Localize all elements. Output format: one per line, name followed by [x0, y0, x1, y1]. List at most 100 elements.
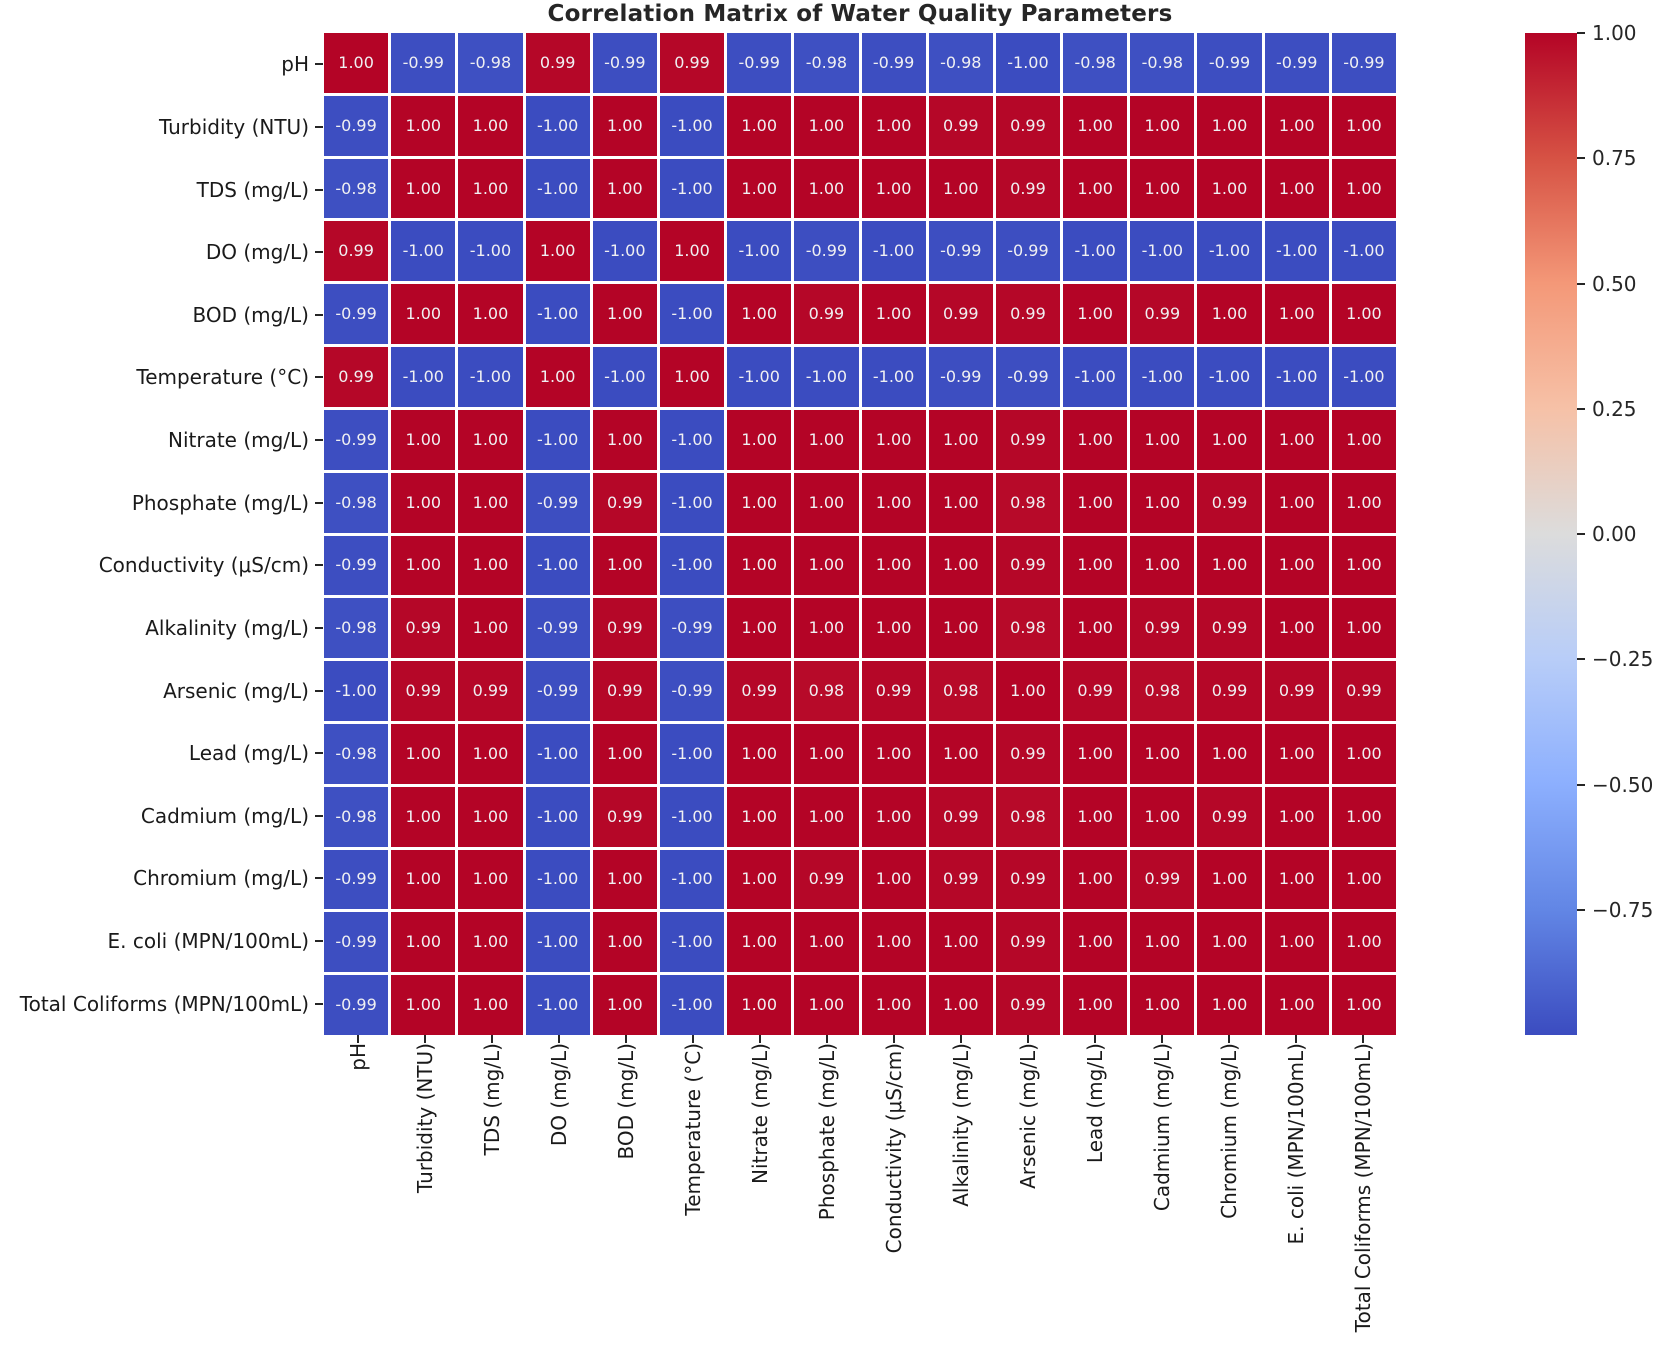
heatmap-cell: 1.00	[1264, 472, 1329, 533]
heatmap-cell: 1.00	[592, 409, 657, 470]
heatmap-cell: 1.00	[592, 849, 657, 910]
heatmap-cell: -1.00	[391, 347, 456, 407]
heatmap-cell: 1.00	[1197, 535, 1262, 596]
heatmap-cell: 1.00	[861, 158, 926, 219]
heatmap-cell: 1.00	[861, 786, 926, 847]
heatmap-cell: 1.00	[1197, 95, 1262, 156]
heatmap-cell: -0.99	[391, 33, 456, 93]
heatmap-cell: 1.00	[391, 95, 456, 156]
y-tick-mark	[315, 626, 323, 629]
heatmap-cell: -0.99	[995, 347, 1061, 407]
x-tick-mark	[959, 1035, 962, 1043]
heatmap-cell: 0.99	[995, 409, 1061, 470]
x-axis-label: Nitrate (mg/L)	[747, 1043, 772, 1185]
heatmap-cell: -0.99	[525, 661, 590, 721]
heatmap-cell: 1.00	[928, 598, 993, 659]
heatmap-cell: -0.99	[659, 661, 725, 721]
heatmap-cell: -1.00	[525, 284, 590, 345]
heatmap-cell: -0.98	[324, 786, 389, 847]
heatmap-cell: 0.98	[995, 786, 1061, 847]
heatmap-cell: 1.00	[727, 535, 792, 596]
heatmap-cell: -0.99	[1197, 33, 1262, 93]
heatmap-cell: 1.00	[391, 912, 456, 973]
heatmap-cell: 1.00	[1331, 723, 1396, 784]
heatmap-cell: -0.99	[324, 535, 389, 596]
heatmap-cell: 1.00	[727, 723, 792, 784]
y-axis-label: Arsenic (mg/L)	[163, 678, 309, 703]
heatmap-cell: 1.00	[794, 723, 859, 784]
heatmap-cell: 0.99	[1130, 849, 1195, 910]
heatmap-cell: 0.99	[391, 598, 456, 659]
heatmap-cell: 1.00	[794, 535, 859, 596]
heatmap-cell: 0.98	[794, 661, 859, 721]
x-axis-label: Turbidity (NTU)	[412, 1043, 437, 1194]
heatmap-cell: 0.99	[1331, 661, 1396, 721]
heatmap-cell: -1.00	[391, 221, 456, 282]
heatmap-cell: 0.99	[928, 786, 993, 847]
heatmap-cell: -0.99	[928, 221, 993, 282]
heatmap-cell: 1.00	[1197, 849, 1262, 910]
heatmap-cell: 0.99	[928, 284, 993, 345]
y-tick-mark	[315, 501, 323, 504]
x-tick-mark	[1160, 1035, 1163, 1043]
y-tick-mark	[315, 689, 323, 692]
heatmap-cell: 1.00	[458, 723, 523, 784]
heatmap-cell: 1.00	[659, 221, 725, 282]
heatmap-cell: 1.00	[592, 95, 657, 156]
heatmap-cell: -1.00	[794, 347, 859, 407]
heatmap-cell: 1.00	[1331, 284, 1396, 345]
heatmap-cell: 1.00	[324, 33, 389, 93]
heatmap-cell: 1.00	[458, 975, 523, 1035]
heatmap-cell: -1.00	[727, 221, 792, 282]
heatmap-cell: 1.00	[458, 535, 523, 596]
heatmap-cell: 0.99	[995, 975, 1061, 1035]
heatmap-cell: -1.00	[1331, 221, 1396, 282]
heatmap-cell: 1.00	[1331, 849, 1396, 910]
heatmap-cell: -0.99	[324, 409, 389, 470]
heatmap-cell: -0.98	[324, 158, 389, 219]
heatmap-cell: 1.00	[794, 158, 859, 219]
heatmap-cell: 0.99	[727, 661, 792, 721]
heatmap-cell: 1.00	[928, 723, 993, 784]
y-axis-label: BOD (mg/L)	[192, 302, 309, 327]
heatmap-cell: 1.00	[794, 409, 859, 470]
heatmap-cell: 1.00	[1063, 849, 1128, 910]
heatmap-cell: -1.00	[659, 723, 725, 784]
heatmap-cell: -1.00	[659, 409, 725, 470]
heatmap-cell: 0.98	[928, 661, 993, 721]
heatmap-cell: -0.99	[324, 912, 389, 973]
heatmap-cell: 1.00	[861, 284, 926, 345]
heatmap-cell: 1.00	[525, 221, 590, 282]
heatmap-cell: 0.99	[592, 786, 657, 847]
heatmap-cell: 1.00	[391, 472, 456, 533]
heatmap-cell: -1.00	[1264, 221, 1329, 282]
colorbar-tick-mark	[1577, 658, 1585, 661]
heatmap-cell: -1.00	[995, 33, 1061, 93]
y-axis-label: pH	[281, 52, 309, 77]
heatmap-cell: -1.00	[525, 535, 590, 596]
heatmap-cell: 1.00	[727, 158, 792, 219]
heatmap-cell: 1.00	[727, 284, 792, 345]
heatmap-cell: 1.00	[1130, 786, 1195, 847]
y-axis-label: Turbidity (NTU)	[158, 114, 309, 139]
x-axis-label: Phosphate (mg/L)	[814, 1043, 839, 1221]
heatmap-cell: -1.00	[525, 975, 590, 1035]
heatmap-cell: -0.99	[525, 472, 590, 533]
heatmap-cell: 0.99	[995, 912, 1061, 973]
heatmap-cell: 1.00	[1063, 598, 1128, 659]
heatmap-cell: -0.98	[458, 33, 523, 93]
x-tick-mark	[758, 1035, 761, 1043]
heatmap-cell: 1.00	[1063, 535, 1128, 596]
x-tick-mark	[557, 1035, 560, 1043]
heatmap-cell: 1.00	[1264, 158, 1329, 219]
heatmap-cell: 0.99	[995, 284, 1061, 345]
y-axis-label: Total Coliforms (MPN/100mL)	[19, 991, 309, 1016]
heatmap-cell: -1.00	[525, 849, 590, 910]
heatmap-cell: 0.99	[1264, 661, 1329, 721]
heatmap-cell: 1.00	[1130, 535, 1195, 596]
heatmap-cell: -1.00	[659, 912, 725, 973]
y-tick-mark	[315, 63, 323, 66]
heatmap-cell: 1.00	[1130, 912, 1195, 973]
heatmap-cell: 0.99	[1130, 598, 1195, 659]
